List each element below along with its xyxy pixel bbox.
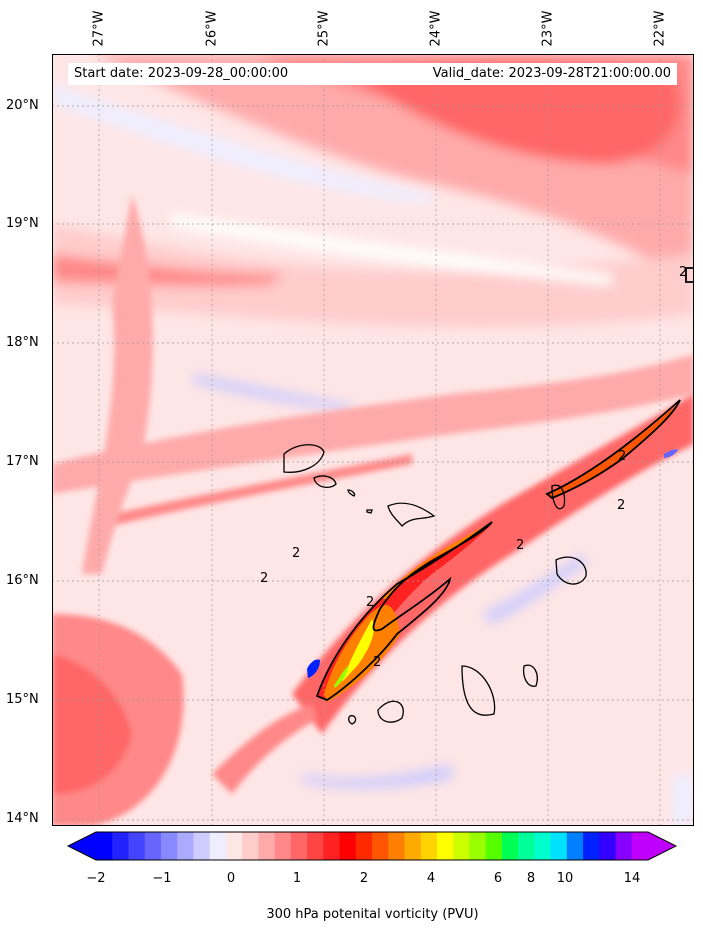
colorbar-segment (631, 832, 649, 860)
lat-label-19n: 19°N (6, 216, 39, 231)
colorbar-segment (128, 832, 146, 860)
pv-2-contours (315, 267, 694, 702)
island-sal (551, 484, 566, 510)
pv-field-bands (52, 194, 694, 826)
colorbar-segments (96, 832, 649, 860)
island-maio (522, 664, 538, 687)
colorbar-segment (339, 832, 357, 860)
svg-text:2: 2 (292, 546, 300, 561)
svg-text:2: 2 (618, 449, 626, 464)
svg-text:2: 2 (373, 655, 381, 670)
lat-label-14n: 14°N (6, 811, 39, 826)
island-santo-antao (283, 444, 325, 473)
colorbar-tick-label: 2 (359, 871, 369, 886)
colorbar-segment (177, 832, 195, 860)
svg-text:2: 2 (516, 538, 524, 553)
colorbar (66, 831, 678, 861)
pv-field-low (52, 84, 694, 826)
colorbar-segment (404, 832, 422, 860)
colorbar-segment (566, 832, 584, 860)
colorbar-tick-label: −2 (86, 871, 106, 886)
island-brava (348, 715, 357, 725)
colorbar-tick-label: 0 (226, 871, 236, 886)
island-sao-nicolau (387, 502, 436, 527)
island-fogo (377, 700, 404, 723)
colorbar-extend-high (648, 832, 676, 860)
colorbar-tick-label: 14 (623, 871, 641, 886)
colorbar-segment (258, 832, 276, 860)
lon-label-22w: 22°W (652, 10, 668, 46)
colorbar-segment (355, 832, 373, 860)
pv-map: 2 2 2 2 2 2 2 2 (52, 54, 694, 826)
colorbar-segment (420, 832, 438, 860)
colorbar-tick-label: 6 (493, 871, 503, 886)
colorbar-segment (599, 832, 617, 860)
island-santiago (461, 665, 496, 716)
island-raso (366, 509, 373, 514)
lon-label-25w: 25°W (316, 10, 332, 46)
colorbar-segment (518, 832, 535, 860)
colorbar-segment (112, 832, 130, 860)
start-date-text: Start date: 2023-09-28_00:00:00 (74, 66, 289, 81)
colorbar-segment (160, 832, 178, 860)
lat-label-17n: 17°N (6, 454, 39, 469)
island-sao-vicente (313, 475, 337, 489)
cape-verde-islands (283, 444, 587, 725)
colorbar-segment (323, 832, 341, 860)
colorbar-tick-label: 4 (426, 871, 436, 886)
map-panel: 2 2 2 2 2 2 2 2 (52, 54, 694, 826)
colorbar-segment (274, 832, 292, 860)
colorbar-segment (242, 832, 259, 860)
lon-label-23w: 23°W (540, 10, 556, 46)
island-boa-vista (555, 556, 587, 585)
svg-text:2: 2 (617, 498, 625, 513)
valid-date-text: Valid_date: 2023-09-28T21:00:00.00 (432, 66, 671, 81)
colorbar-segment (436, 832, 454, 860)
lat-label-20n: 20°N (6, 98, 39, 113)
colorbar-segment (485, 832, 503, 860)
lat-label-15n: 15°N (6, 692, 39, 707)
colorbar-outline (66, 831, 678, 861)
colorbar-segment (469, 832, 487, 860)
colorbar-segment (534, 832, 552, 860)
lon-label-27w: 27°W (91, 10, 107, 46)
colorbar-segment (307, 832, 324, 860)
lon-label-26w: 26°W (204, 10, 220, 46)
contour-labels: 2 2 2 2 2 2 2 2 (260, 265, 687, 670)
colorbar-segment (583, 832, 600, 860)
colorbar-segment (209, 832, 227, 860)
colorbar-segment (615, 832, 633, 860)
colorbar-tick-label: 8 (526, 871, 536, 886)
colorbar-segment (144, 832, 162, 860)
colorbar-segment (453, 832, 471, 860)
svg-text:2: 2 (260, 571, 268, 586)
colorbar-segment (372, 832, 389, 860)
lat-label-16n: 16°N (6, 573, 39, 588)
colorbar-segment (225, 832, 243, 860)
colorbar-label: 300 hPa potenital vorticity (PVU) (266, 907, 479, 922)
map-frame (52, 54, 694, 826)
lon-label-24w: 24°W (428, 10, 444, 46)
colorbar-segment (550, 832, 568, 860)
svg-text:2: 2 (679, 265, 687, 280)
island-santa-luzia (347, 489, 356, 497)
colorbar-tick-label: −1 (152, 871, 172, 886)
colorbar-segment (96, 832, 113, 860)
lat-label-18n: 18°N (6, 335, 39, 350)
colorbar-tick-label: 1 (292, 871, 302, 886)
colorbar-segment (193, 832, 211, 860)
colorbar-tick-label: 10 (556, 871, 574, 886)
date-info-box: Start date: 2023-09-28_00:00:00 Valid_da… (68, 63, 677, 85)
graticule (52, 54, 694, 826)
colorbar-extend-low (68, 832, 96, 860)
colorbar-segment (501, 832, 519, 860)
svg-text:2: 2 (366, 595, 374, 610)
colorbar-segment (388, 832, 406, 860)
colorbar-segment (290, 832, 308, 860)
